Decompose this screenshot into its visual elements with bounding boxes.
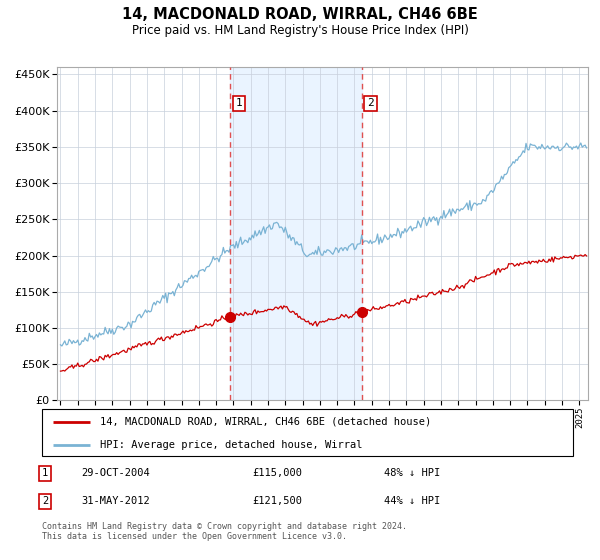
Text: 48% ↓ HPI: 48% ↓ HPI: [384, 468, 440, 478]
Text: 14, MACDONALD ROAD, WIRRAL, CH46 6BE: 14, MACDONALD ROAD, WIRRAL, CH46 6BE: [122, 7, 478, 22]
Text: 29-OCT-2004: 29-OCT-2004: [81, 468, 150, 478]
Text: 31-MAY-2012: 31-MAY-2012: [81, 496, 150, 506]
Text: Contains HM Land Registry data © Crown copyright and database right 2024.
This d: Contains HM Land Registry data © Crown c…: [42, 522, 407, 542]
Text: £121,500: £121,500: [252, 496, 302, 506]
Text: 2: 2: [42, 496, 48, 506]
Text: 1: 1: [236, 99, 242, 109]
Text: £115,000: £115,000: [252, 468, 302, 478]
Text: 2: 2: [367, 99, 374, 109]
Text: 1: 1: [42, 468, 48, 478]
Text: 44% ↓ HPI: 44% ↓ HPI: [384, 496, 440, 506]
Bar: [230, 67, 362, 400]
Text: Price paid vs. HM Land Registry's House Price Index (HPI): Price paid vs. HM Land Registry's House …: [131, 24, 469, 36]
FancyBboxPatch shape: [42, 409, 573, 456]
Text: HPI: Average price, detached house, Wirral: HPI: Average price, detached house, Wirr…: [100, 440, 363, 450]
Text: 14, MACDONALD ROAD, WIRRAL, CH46 6BE (detached house): 14, MACDONALD ROAD, WIRRAL, CH46 6BE (de…: [100, 417, 431, 427]
